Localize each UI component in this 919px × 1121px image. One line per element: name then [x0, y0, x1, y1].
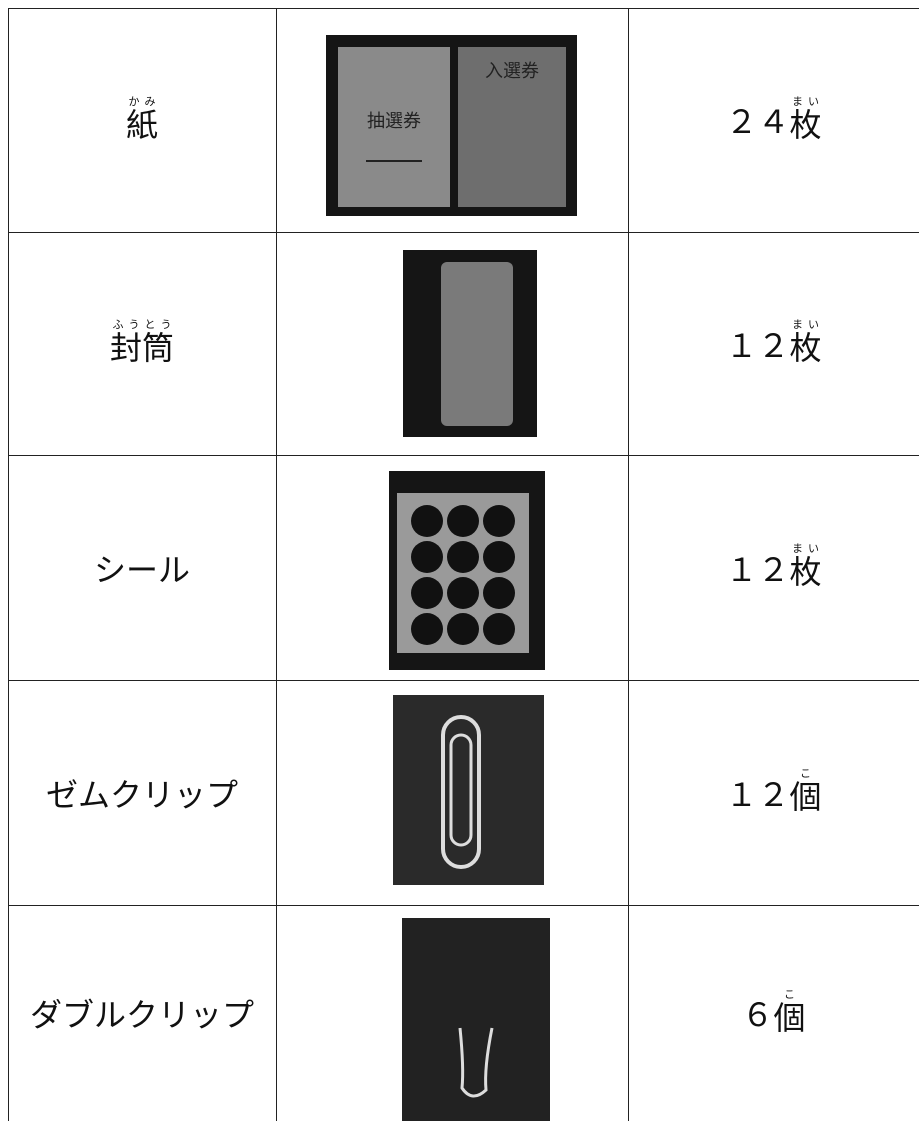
ruby-text: 枚まい: [790, 95, 822, 146]
furigana: こ: [789, 767, 822, 780]
border: [8, 8, 919, 9]
base-text: 枚: [789, 553, 822, 591]
furigana: ふうとう: [109, 318, 174, 331]
furigana: こ: [773, 987, 806, 1001]
ruby-text: 枚まい: [790, 542, 822, 593]
border: [8, 8, 9, 1121]
paper-photo: 抽選券 入選券: [326, 35, 577, 216]
photo-text: 抽選券: [367, 111, 421, 132]
border: [8, 680, 919, 681]
sticker-photo: [389, 471, 545, 670]
ruby-text: 個こ: [774, 988, 806, 1039]
binder-clip-photo: [402, 918, 550, 1121]
border: [628, 8, 629, 1121]
base-text: ゼムクリップ: [45, 775, 238, 814]
item-cell: 紙かみ: [8, 8, 276, 232]
count: １２: [725, 775, 790, 814]
furigana: まい: [789, 94, 822, 108]
item-cell: 封筒ふうとう: [8, 232, 276, 455]
base-text: 枚: [789, 329, 822, 367]
item-cell: ゼムクリップ: [8, 680, 276, 905]
item-cell: ダブルクリップ: [8, 905, 276, 1121]
border: [8, 905, 919, 906]
envelope-photo: [403, 250, 537, 437]
photo-text: 入選券: [485, 61, 539, 82]
furigana: まい: [789, 318, 822, 331]
quantity-cell: １２ 個こ: [628, 680, 919, 905]
base-text: シール: [93, 550, 190, 589]
quantity-cell: ６ 個こ: [628, 905, 919, 1121]
border: [8, 455, 919, 456]
count: ２４: [725, 103, 790, 141]
quantity-cell: １２ 枚まい: [628, 232, 919, 455]
count: １２: [725, 326, 790, 365]
border: [276, 8, 277, 1121]
base-text: 枚: [789, 105, 822, 144]
quantity-cell: ２４ 枚まい: [628, 8, 919, 232]
count: ６: [741, 996, 774, 1034]
base-text: 個: [789, 778, 822, 816]
count: １２: [725, 550, 790, 589]
ruby-text: 紙かみ: [126, 95, 158, 146]
furigana: まい: [789, 542, 822, 555]
base-text: ダブルクリップ: [29, 996, 254, 1034]
item-cell: シール: [8, 455, 276, 680]
furigana: かみ: [125, 94, 158, 108]
clip-photo: [393, 695, 544, 885]
ruby-text: 個こ: [790, 767, 822, 818]
border: [8, 232, 919, 233]
base-text: 紙: [125, 105, 158, 144]
base-text: 個: [773, 998, 806, 1037]
ruby-text: 封筒ふうとう: [110, 318, 174, 369]
base-text: 封筒: [109, 329, 174, 367]
ruby-text: 枚まい: [790, 318, 822, 369]
quantity-cell: １２ 枚まい: [628, 455, 919, 680]
